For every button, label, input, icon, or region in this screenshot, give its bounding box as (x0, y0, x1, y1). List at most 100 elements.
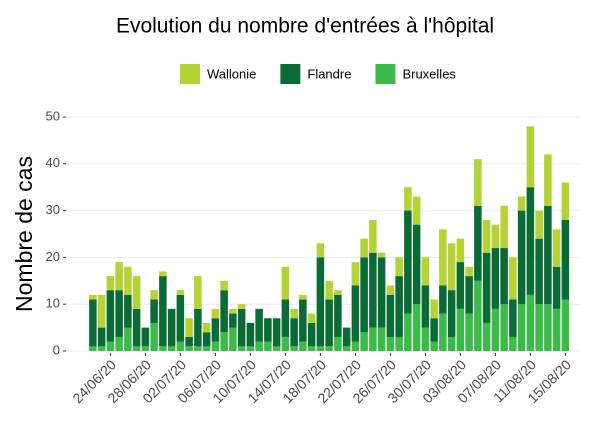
bar-segment (194, 276, 202, 309)
legend-swatch (375, 64, 396, 84)
bar-segment (465, 266, 473, 277)
bar-segment (439, 285, 447, 314)
bar-segment (272, 346, 281, 351)
bar-segment (97, 346, 106, 351)
bar-segment (465, 313, 473, 351)
bar-segment (185, 346, 193, 351)
bar-segment (246, 346, 255, 351)
bar-segment (272, 318, 281, 347)
bar-segment (561, 182, 570, 220)
bar-segment (307, 313, 316, 323)
legend-label: Wallonie (207, 66, 256, 81)
bar-segment (316, 346, 325, 351)
bar-segment (552, 308, 561, 351)
bar-segment (456, 262, 465, 309)
bar-segment (552, 266, 561, 309)
bar-segment (474, 159, 482, 206)
bar-segment (106, 276, 115, 291)
bar-segment (141, 346, 150, 351)
bar-segment (386, 294, 395, 337)
bar-segment (517, 196, 526, 211)
bar-segment (290, 308, 298, 319)
bar-segment (115, 262, 123, 291)
bar-segment (535, 210, 543, 239)
bar-segment (369, 219, 377, 253)
bar-segment (465, 276, 473, 314)
bar-segment (342, 346, 351, 351)
bar-segment (167, 346, 176, 351)
bar-segment (430, 299, 438, 319)
bar-segment (229, 327, 237, 351)
bar-segment (535, 238, 543, 305)
bar-segment (141, 327, 150, 347)
bar-segment (544, 205, 552, 305)
y-tick-label: 40 (46, 155, 60, 170)
bar-segment (491, 248, 500, 309)
bar-segment (229, 308, 237, 314)
bar-segment (421, 285, 430, 328)
bar-segment (482, 252, 491, 323)
bar-segment (194, 346, 202, 351)
bar-segment (509, 336, 517, 351)
bar-segment (404, 210, 412, 314)
bar-segment (474, 205, 482, 281)
bar-segment (255, 341, 263, 351)
bar-segment (334, 336, 342, 351)
bar-segment (412, 196, 421, 225)
bar-segment (500, 205, 508, 249)
bar-segment (430, 318, 438, 342)
bar-segment (185, 318, 193, 337)
bar-segment (316, 257, 325, 347)
bar-segment (211, 308, 220, 319)
bar-segment (220, 290, 228, 333)
bar-segment (202, 332, 211, 347)
bar-segment (89, 346, 97, 351)
bar-segment (307, 322, 316, 347)
bar-segment (167, 308, 176, 347)
bar-segment (237, 304, 246, 309)
bar-segment (124, 327, 132, 351)
bar-segment (360, 238, 368, 258)
bar-segment (290, 318, 298, 347)
bar-segment (517, 304, 526, 351)
bar-segment (439, 229, 447, 286)
bar-segment (176, 294, 185, 342)
bar-segment (369, 252, 377, 328)
bar-segment (342, 327, 351, 347)
bar-segment (544, 154, 552, 206)
bar-segment (237, 308, 246, 347)
bar-segment (264, 318, 272, 342)
bar-segment (334, 294, 342, 337)
bar-segment (509, 257, 517, 300)
bar-segment (299, 299, 307, 342)
bar-segment (159, 276, 167, 347)
legend-label: Bruxelles (402, 66, 456, 81)
bar-segment (316, 243, 325, 258)
bar-segment (447, 290, 456, 337)
bar-segment (360, 332, 368, 351)
bar-segment (124, 294, 132, 328)
bar-segment (509, 299, 517, 337)
bar-segment (264, 341, 272, 351)
bar-segment (482, 322, 491, 351)
bar-segment (404, 187, 412, 211)
legend-swatch (280, 64, 301, 84)
bar-segment (500, 248, 508, 305)
bar-segment (115, 290, 123, 337)
bar-segment (281, 299, 290, 337)
bar-segment (132, 346, 141, 351)
bar-segment (395, 257, 403, 277)
bar-segment (185, 336, 193, 347)
y-tick-label: 50 (46, 108, 60, 123)
bar-segment (482, 219, 491, 253)
bar-segment (517, 210, 526, 305)
bar-segment (535, 304, 543, 351)
bar-segment (150, 322, 158, 351)
bar-segment (150, 299, 158, 323)
bar-segment (351, 285, 360, 342)
y-tick-label: 0 (53, 342, 60, 357)
bar-segment (255, 308, 263, 342)
bar-segment (491, 224, 500, 249)
bar-segment (456, 308, 465, 351)
